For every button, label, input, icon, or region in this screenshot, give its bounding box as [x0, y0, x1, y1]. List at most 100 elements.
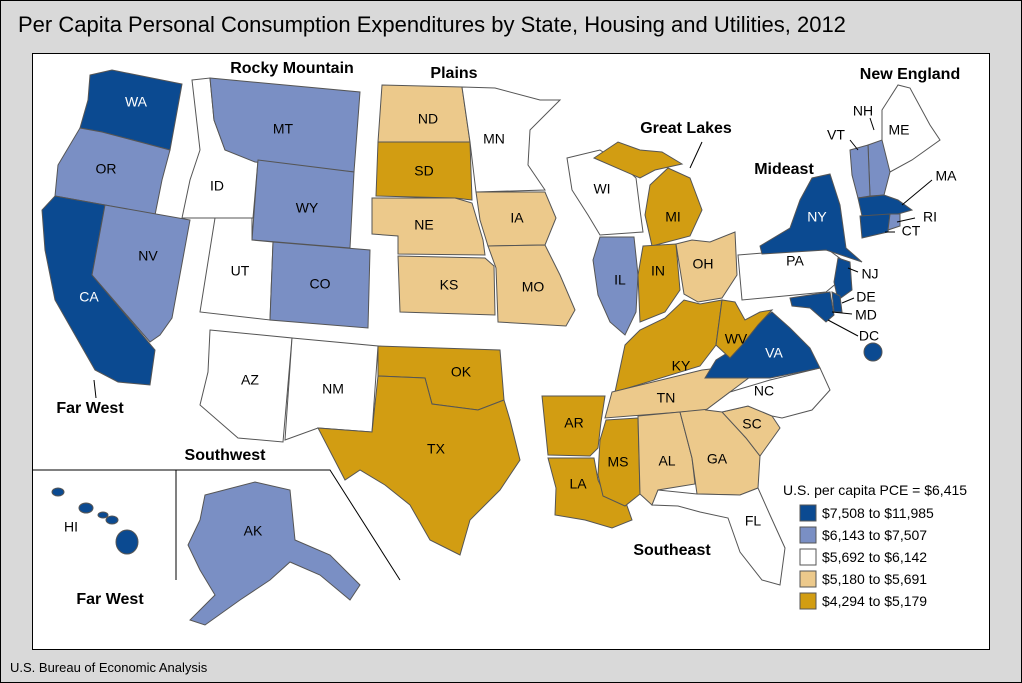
state-MN[interactable] — [461, 86, 562, 193]
label-WA: WA — [125, 94, 148, 110]
de-leader — [841, 297, 855, 304]
state-NE[interactable] — [371, 197, 486, 256]
label-VT: VT — [827, 127, 845, 143]
legend-label-2: $5,692 to $6,142 — [822, 549, 927, 565]
state-MT[interactable] — [209, 77, 361, 173]
state-DC[interactable] — [863, 342, 883, 362]
label-UT: UT — [231, 263, 250, 279]
state-OR[interactable] — [54, 127, 171, 216]
state-IL[interactable] — [592, 236, 639, 336]
state-FL[interactable] — [651, 487, 786, 586]
state-WV[interactable] — [715, 299, 774, 359]
state-MO[interactable] — [487, 244, 576, 327]
state-MD[interactable] — [789, 291, 835, 323]
label-RI: RI — [923, 209, 937, 225]
label-CT: CT — [902, 223, 921, 239]
legend: U.S. per capita PCE = $6,415 $7,508 to $… — [783, 482, 967, 610]
label-VA: VA — [765, 345, 783, 361]
dc-leader — [827, 319, 859, 337]
label-DC: DC — [859, 328, 879, 344]
state-HI[interactable] — [51, 487, 139, 555]
legend-swatch-4 — [799, 592, 817, 610]
label-WI: WI — [593, 181, 610, 197]
region-new-england: New England — [860, 66, 960, 83]
source-note: U.S. Bureau of Economic Analysis — [10, 660, 208, 675]
label-PA: PA — [786, 253, 804, 269]
state-AR[interactable] — [541, 395, 606, 457]
label-ME: ME — [889, 122, 910, 138]
label-MD: MD — [855, 307, 877, 323]
state-DE[interactable] — [831, 291, 843, 313]
label-OR: OR — [96, 161, 117, 177]
state-NJ[interactable] — [833, 257, 853, 301]
legend-label-1: $6,143 to $7,507 — [822, 527, 927, 543]
state-NC[interactable] — [704, 367, 831, 419]
state-KY[interactable] — [614, 299, 723, 393]
label-NC: NC — [754, 383, 774, 399]
legend-label-3: $5,180 to $5,691 — [822, 571, 927, 587]
state-MI[interactable] — [592, 141, 703, 247]
legend-swatch-3 — [799, 570, 817, 588]
label-NH: NH — [853, 103, 873, 119]
state-KS[interactable] — [397, 255, 496, 316]
region-rocky-mountain: Rocky Mountain — [230, 60, 354, 77]
state-CT[interactable] — [859, 213, 891, 239]
label-NM: NM — [322, 381, 344, 397]
label-AK: AK — [244, 523, 263, 539]
label-SD: SD — [414, 163, 433, 179]
label-MS: MS — [608, 454, 629, 470]
label-MN: MN — [483, 131, 505, 147]
state-NV[interactable] — [91, 204, 191, 343]
legend-label-4: $4,294 to $5,179 — [822, 593, 927, 609]
state-MA[interactable] — [857, 194, 914, 217]
label-DE: DE — [856, 289, 875, 305]
label-CA: CA — [79, 289, 99, 305]
label-OH: OH — [693, 256, 714, 272]
legend-swatch-2 — [799, 548, 817, 566]
state-NY[interactable] — [759, 173, 863, 263]
state-RI[interactable] — [887, 213, 901, 231]
label-MO: MO — [522, 279, 545, 295]
nh-leader — [869, 117, 875, 131]
vt-leader — [849, 139, 859, 151]
state-OH[interactable] — [675, 231, 738, 303]
label-MI: MI — [665, 209, 681, 225]
label-WV: WV — [725, 331, 748, 347]
region-far-west: Far West — [56, 400, 124, 417]
ri-leader — [896, 217, 916, 223]
state-CO[interactable] — [269, 241, 371, 329]
md-leader — [831, 311, 853, 315]
label-CO: CO — [310, 276, 331, 292]
region-far-west-inset: Far West — [76, 591, 144, 608]
nj-leader — [847, 267, 859, 273]
state-TX[interactable] — [317, 375, 521, 556]
label-NJ: NJ — [861, 266, 878, 282]
label-KY: KY — [672, 358, 691, 374]
label-NE: NE — [414, 217, 433, 233]
label-IN: IN — [651, 263, 665, 279]
label-AL: AL — [658, 453, 675, 469]
label-AR: AR — [564, 415, 583, 431]
label-TN: TN — [657, 390, 676, 406]
label-NY: NY — [807, 209, 827, 225]
map-title: Per Capita Personal Consumption Expendit… — [18, 12, 846, 37]
state-VT[interactable] — [849, 144, 871, 199]
state-LA[interactable] — [547, 457, 633, 529]
legend-title: U.S. per capita PCE = $6,415 — [783, 482, 967, 498]
label-ID: ID — [210, 178, 224, 194]
inset-border — [32, 469, 401, 581]
state-SD[interactable] — [375, 141, 473, 201]
legend-swatch-0 — [799, 504, 817, 522]
label-TX: TX — [427, 441, 446, 457]
ma-leader — [901, 179, 933, 206]
label-MA: MA — [936, 168, 958, 184]
state-AK[interactable] — [187, 481, 361, 626]
label-NV: NV — [138, 248, 158, 264]
label-WY: WY — [296, 200, 319, 216]
label-AZ: AZ — [241, 372, 259, 388]
region-mideast: Mideast — [754, 161, 814, 178]
region-plains: Plains — [430, 65, 477, 82]
label-FL: FL — [745, 513, 762, 529]
label-IA: IA — [510, 210, 524, 226]
